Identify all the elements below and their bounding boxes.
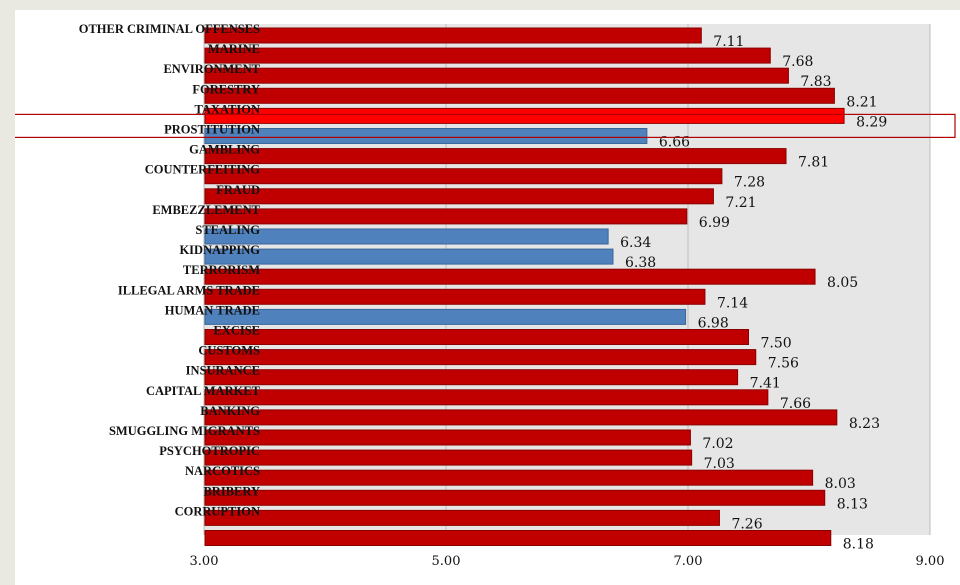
bar-chart: 7.11 7.68 7.83 8.21 8.29 6.66 7.81 7.28 7.21 6.99… xyxy=(15,22,956,569)
bar-value-label: 7.28 xyxy=(734,175,765,191)
bar xyxy=(204,389,769,406)
bar-value-label: 8.05 xyxy=(827,275,858,291)
category-label: EXCISE xyxy=(213,324,260,338)
bar-value-label: 8.03 xyxy=(825,476,856,492)
bar-value-label: 7.41 xyxy=(750,376,781,392)
bar xyxy=(204,288,706,305)
bar xyxy=(204,188,714,205)
bar-value-label: 8.23 xyxy=(849,416,880,432)
bar xyxy=(204,107,845,124)
bar xyxy=(204,369,739,386)
bar xyxy=(204,27,702,44)
bars xyxy=(204,27,845,546)
bar-value-label: 7.21 xyxy=(725,195,756,211)
category-label: NARCOTICS xyxy=(185,464,260,478)
category-label: BRIBERY xyxy=(203,484,260,498)
bar xyxy=(204,248,614,265)
bar xyxy=(204,268,816,285)
bar-value-label: 6.99 xyxy=(699,215,730,231)
category-label: PSYCHOTROPIC xyxy=(159,444,260,458)
category-label: ILLEGAL ARMS TRADE xyxy=(118,283,260,297)
bar xyxy=(204,208,688,225)
bar xyxy=(204,409,838,426)
x-tick-label: 5.00 xyxy=(432,554,461,569)
value-labels: 7.11 7.68 7.83 8.21 8.29 6.66 7.81 7.28 7.21 6.99… xyxy=(620,34,887,553)
chart-card: 7.11 7.68 7.83 8.21 8.29 6.66 7.81 7.28 7.21 6.99… xyxy=(15,10,960,585)
category-label: GAMBLING xyxy=(189,143,260,157)
category-label: FORESTRY xyxy=(192,82,260,96)
bar xyxy=(204,128,648,144)
bar-value-label: 8.29 xyxy=(856,114,887,130)
category-labels: OTHER CRIMINAL OFFENSES MARINE ENVIRONMENT… xyxy=(79,22,261,518)
bar-value-label: 7.14 xyxy=(717,295,748,311)
bar-value-label: 8.13 xyxy=(837,496,868,512)
bar xyxy=(204,148,787,165)
category-label: FRAUD xyxy=(216,183,260,197)
bar-value-label: 6.34 xyxy=(620,235,651,251)
category-label: BANKING xyxy=(200,404,260,418)
bar-value-label: 6.38 xyxy=(625,255,656,271)
bar-value-label: 7.11 xyxy=(713,34,744,50)
bar xyxy=(204,429,691,446)
bar xyxy=(204,449,693,466)
x-tick-label: 7.00 xyxy=(674,554,703,569)
bar-value-label: 6.98 xyxy=(698,315,729,331)
bar-value-label: 6.66 xyxy=(659,135,690,151)
category-label: CAPITAL MARKET xyxy=(146,384,261,398)
category-label: PROSTITUTION xyxy=(164,123,260,137)
category-label: SMUGGLING MIGRANTS xyxy=(109,424,260,438)
category-label: INSURANCE xyxy=(186,364,260,378)
bar-value-label: 7.68 xyxy=(782,54,813,70)
bar-value-label: 7.83 xyxy=(800,74,831,90)
bar-value-label: 7.02 xyxy=(702,436,733,452)
bar xyxy=(204,67,789,84)
category-label: TERRORISM xyxy=(183,263,260,277)
x-axis-ticks: 3.00 5.00 7.00 9.00 xyxy=(190,554,945,569)
category-label: HUMAN TRADE xyxy=(165,303,260,317)
x-tick-label: 3.00 xyxy=(190,554,219,569)
category-label: CUSTOMS xyxy=(198,344,260,358)
bar-value-label: 8.21 xyxy=(846,94,877,110)
category-label: EMBEZZLEMENT xyxy=(152,203,260,217)
category-label: ENVIRONMENT xyxy=(163,62,260,76)
bar-value-label: 8.18 xyxy=(843,537,874,553)
bar xyxy=(204,87,835,104)
category-label: STEALING xyxy=(195,223,260,237)
bar xyxy=(204,228,609,245)
bar xyxy=(204,329,749,345)
highlight-box xyxy=(15,113,956,139)
category-label: KIDNAPPING xyxy=(179,243,260,257)
bar-value-label: 7.66 xyxy=(780,396,811,412)
category-label: CORRUPTION xyxy=(175,504,260,518)
bar-value-label: 7.81 xyxy=(798,155,829,171)
bar xyxy=(204,349,757,366)
x-tick-label: 9.00 xyxy=(916,554,945,569)
bar xyxy=(204,509,720,526)
category-label: TAXATION xyxy=(194,102,260,116)
category-label: OTHER CRIMINAL OFFENSES xyxy=(79,22,260,36)
bar-value-label: 7.03 xyxy=(704,456,735,472)
bar xyxy=(204,168,723,185)
bar-value-label: 7.50 xyxy=(761,336,792,352)
category-label: COUNTERFEITING xyxy=(145,163,261,177)
bar-value-label: 7.26 xyxy=(731,516,762,532)
bar xyxy=(204,530,832,546)
category-label: MARINE xyxy=(208,42,260,56)
bar xyxy=(204,469,814,486)
bar xyxy=(204,489,826,506)
bar xyxy=(204,47,771,64)
bar-value-label: 7.56 xyxy=(768,356,799,372)
bar xyxy=(204,308,687,325)
